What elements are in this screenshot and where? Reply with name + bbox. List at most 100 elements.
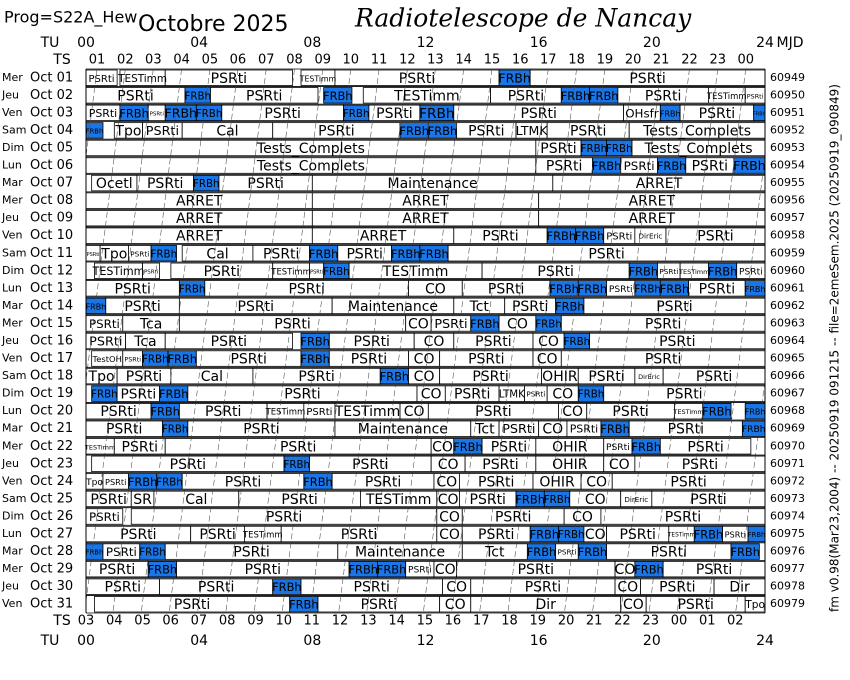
block-label: PSRti	[619, 527, 655, 543]
block-label: FRBh	[498, 70, 530, 85]
tu-tick-label: 16	[530, 35, 548, 51]
block-label: PSRti	[668, 422, 704, 438]
ts-grid-line	[535, 69, 606, 613]
mjd: 60957	[770, 211, 805, 224]
mjd: 60974	[770, 509, 805, 522]
weekday: Sam	[2, 123, 26, 136]
date: Oct 05	[30, 140, 73, 155]
block-label: FRBh	[555, 299, 585, 313]
ts-tick-label: 09	[247, 614, 264, 629]
ts-tick-label: 12	[332, 614, 349, 629]
block-label: ARRET	[629, 211, 676, 227]
block-label: FRBh	[631, 440, 661, 454]
block-label: PSRti	[408, 566, 432, 576]
block-label: OHIR	[552, 439, 588, 455]
block-label: PSRti	[117, 88, 153, 104]
date: Oct 31	[30, 597, 73, 612]
block-label: Tests_Complets	[644, 141, 753, 157]
block-label: PSRti	[105, 580, 141, 596]
mjd: 60973	[770, 492, 805, 505]
block-label: FRBh	[142, 354, 169, 366]
block-label: CO	[414, 352, 435, 368]
block-label: CO	[562, 404, 583, 420]
block-label: PSRti	[230, 352, 266, 368]
block-label: TESTimm	[706, 91, 747, 101]
tu-label: TU	[40, 35, 60, 51]
block-label: Tca	[139, 316, 162, 332]
tu-tick-label: 04	[190, 35, 208, 51]
block-label: PSRti	[90, 492, 126, 508]
weekday: Jeu	[1, 211, 19, 224]
block	[631, 139, 765, 157]
date: Oct 26	[30, 509, 73, 524]
block-label: PSRti	[739, 267, 763, 277]
block-label: Cal	[185, 492, 207, 508]
mjd: 60958	[770, 229, 805, 242]
block	[589, 332, 765, 350]
weekday: Mer	[2, 71, 23, 84]
block	[744, 280, 765, 297]
ts-grid-line	[281, 69, 352, 613]
block-label: FRBh	[600, 422, 630, 436]
block-label: PSRti	[557, 548, 576, 557]
block-label: CO	[436, 474, 457, 490]
block-label: PSRti	[89, 335, 122, 350]
block-label: FRBh	[561, 89, 591, 103]
block-label: Ocetl	[96, 176, 133, 192]
ts-grid-line	[310, 69, 380, 613]
date: Oct 08	[30, 193, 73, 208]
mjd: 60949	[770, 71, 805, 84]
ts-tick-label: 18	[501, 614, 518, 629]
block-label: PSRti	[690, 492, 726, 508]
ts-tick-label: 01	[89, 53, 106, 68]
block-label: PSRti	[198, 580, 234, 596]
block-label: PSRti	[612, 404, 648, 420]
block-label: FRBh	[544, 494, 571, 506]
ts-tick-label: 17	[540, 53, 557, 68]
block-label: PSRti	[520, 106, 556, 122]
ts-grid-line	[592, 69, 662, 613]
tu-tick-label: 20	[643, 35, 661, 51]
block	[86, 69, 118, 86]
ts-grid-line	[225, 69, 295, 613]
ts-tick-label: 13	[427, 53, 444, 68]
date: Oct 29	[30, 562, 73, 577]
block-label: FRBh	[165, 105, 197, 120]
tu-tick-label: 08	[303, 633, 321, 649]
block-label: TESTimm	[242, 530, 283, 540]
block-label: PSRti	[288, 281, 324, 297]
ts-tick-label: 21	[653, 53, 670, 68]
date: Oct 01	[30, 70, 73, 85]
block-label: FRBh	[343, 108, 370, 120]
block-label: FRBh	[753, 111, 766, 117]
ts-grid-line	[112, 69, 182, 613]
block-label: PSRti	[699, 106, 735, 122]
program: Prog=S22A_Hew	[4, 8, 137, 28]
block-label: FRBh	[708, 264, 738, 278]
block-label: TESTimm	[117, 73, 167, 85]
block-label: PSRti	[376, 106, 412, 122]
block-label: FRBh	[128, 475, 158, 489]
block-label: TESTimm	[265, 407, 306, 417]
block-label: Maintenance	[355, 545, 445, 561]
ts-grid-line	[507, 69, 577, 613]
block	[747, 525, 765, 543]
block	[713, 578, 765, 595]
block-label: CO	[421, 387, 442, 403]
weekday: Jeu	[1, 580, 19, 593]
block-label: PSRti	[246, 88, 282, 104]
mjd: 60965	[770, 352, 805, 365]
block-label: FRBh	[530, 528, 560, 542]
mjd: 60950	[770, 88, 805, 101]
ts-grid-line	[86, 69, 154, 605]
block-label: PSRti	[470, 492, 506, 508]
weekday: Mer	[2, 194, 23, 207]
block-label: PSRti	[89, 107, 117, 120]
block-label: TESTimm	[334, 404, 401, 420]
block-label: FRBh	[150, 405, 180, 419]
block-label: CO	[538, 334, 559, 350]
block-label: PSRti	[126, 369, 162, 385]
block-label: PSRti	[361, 597, 397, 613]
block-label: FRBh	[660, 282, 690, 296]
block-label: CO	[586, 474, 607, 490]
